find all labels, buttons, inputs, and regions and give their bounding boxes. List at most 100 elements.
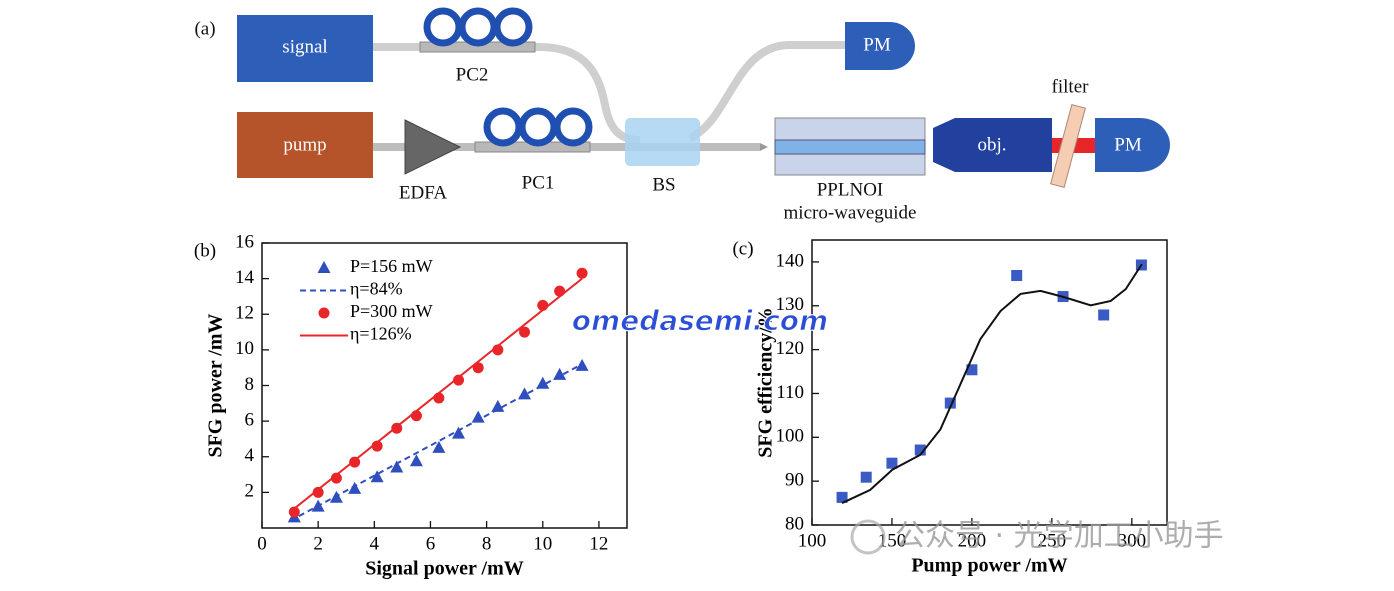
data-point xyxy=(348,481,362,494)
filter xyxy=(1050,103,1086,189)
waveguide-label: PPLNOI xyxy=(817,179,884,200)
data-point xyxy=(519,326,531,338)
y-axis-label: SFG efficiency/% xyxy=(755,307,777,458)
waveguide-core xyxy=(774,139,926,155)
beam-splitter xyxy=(625,118,700,166)
waveguide-label: micro-waveguide xyxy=(784,202,917,223)
y-tick-label: 110 xyxy=(776,382,804,403)
pc-coil xyxy=(553,107,593,147)
x-tick-label: 2 xyxy=(313,533,323,554)
data-point xyxy=(491,399,505,412)
data-point xyxy=(536,376,550,389)
y-tick-label: 140 xyxy=(776,250,805,271)
y-tick-label: 90 xyxy=(785,470,804,491)
fit-line xyxy=(841,263,1143,504)
y-tick-label: 8 xyxy=(245,374,255,395)
panel-label: (c) xyxy=(732,238,753,259)
data-point xyxy=(288,506,300,518)
pump-laser xyxy=(237,112,373,178)
x-tick-label: 300 xyxy=(1118,530,1147,551)
x-tick-label: 0 xyxy=(257,533,267,554)
legend-label: P=300 mW xyxy=(350,301,433,321)
pm-label: PM xyxy=(863,34,891,55)
charts: 0 2 4 6 8 10 12 2 4 6 8 10 12 14 16 Signal power /mW SFG… xyxy=(194,231,1168,580)
fiber xyxy=(373,41,845,144)
x-tick-label: 12 xyxy=(589,533,608,554)
data-point xyxy=(390,460,404,473)
watermark: omedasemi.com xyxy=(572,304,828,337)
data-point xyxy=(836,491,848,503)
data-point xyxy=(966,364,978,376)
x-tick-label: 4 xyxy=(370,533,380,554)
pump-label: pump xyxy=(283,134,326,155)
y-tick-label: 120 xyxy=(776,338,805,359)
panel-label: (a) xyxy=(194,18,215,39)
edfa xyxy=(404,119,462,175)
x-axis-label: Signal power /mW xyxy=(365,558,524,580)
data-point xyxy=(1098,309,1110,321)
legend-label: P=156 mW xyxy=(350,256,433,276)
fiber-tip xyxy=(760,143,768,151)
power-meter xyxy=(1095,118,1170,172)
y-axis-label: SFG power /mW xyxy=(205,313,227,457)
data-point xyxy=(318,307,330,319)
data-point xyxy=(1011,270,1023,282)
plot-frame xyxy=(811,239,1168,526)
y-tick-label: 12 xyxy=(235,303,254,324)
data-point xyxy=(370,470,384,483)
objective-label: obj. xyxy=(977,134,1006,155)
data-point xyxy=(860,471,872,483)
data-point xyxy=(886,457,898,469)
pc1-label: PC1 xyxy=(522,172,555,193)
y-tick-label: 2 xyxy=(245,481,255,502)
pc-coil xyxy=(423,7,463,47)
pc-coil xyxy=(493,7,533,47)
edfa-label: EDFA xyxy=(399,182,447,203)
fit-line xyxy=(289,277,583,513)
bs-label: BS xyxy=(652,174,675,195)
data-point xyxy=(471,410,485,423)
objective xyxy=(933,118,1052,172)
data-point xyxy=(330,472,342,484)
pc-coil xyxy=(518,107,558,147)
watermark-icon xyxy=(850,519,886,555)
panel-label: (b) xyxy=(194,240,216,261)
data-point xyxy=(944,397,956,409)
pm-label: PM xyxy=(1114,134,1142,155)
y-tick-label: 16 xyxy=(235,231,254,252)
data-point xyxy=(452,426,466,439)
y-tick-label: 4 xyxy=(245,445,255,466)
data-point xyxy=(453,374,465,386)
data-point xyxy=(576,267,588,279)
signal-label: signal xyxy=(282,36,327,57)
x-tick-label: 6 xyxy=(426,533,436,554)
x-axis-label: Pump power /mW xyxy=(911,555,1067,577)
filter-label: filter xyxy=(1052,76,1090,97)
data-point xyxy=(317,261,331,273)
pc2-label: PC2 xyxy=(456,64,489,85)
setup-diagram: (a) signal pump PC2 EDFA PC1 BS PM PPLNO… xyxy=(194,7,1170,223)
pc-coil xyxy=(458,7,498,47)
y-tick-label: 14 xyxy=(235,267,255,288)
x-tick-label: 250 xyxy=(1038,530,1067,551)
x-tick-label: 10 xyxy=(533,533,552,554)
x-tick-label: 8 xyxy=(482,533,492,554)
y-tick-label: 100 xyxy=(776,426,805,447)
y-tick-label: 6 xyxy=(245,409,255,430)
data-point xyxy=(312,486,324,498)
data-point xyxy=(409,454,423,467)
watermark: 公众号 · 光学加工小助手 xyxy=(895,519,1224,554)
y-tick-label: 130 xyxy=(776,294,805,315)
data-point xyxy=(914,444,926,456)
data-point xyxy=(554,285,566,297)
data-point xyxy=(432,440,446,453)
x-tick-label: 200 xyxy=(958,530,987,551)
y-tick-label: 80 xyxy=(785,513,804,534)
pc-coil xyxy=(483,107,523,147)
x-tick-label: 100 xyxy=(798,530,827,551)
fit-line xyxy=(289,363,583,522)
power-meter xyxy=(845,22,915,70)
legend-label: η=84% xyxy=(350,279,403,299)
legend-label: η=126% xyxy=(350,324,412,344)
